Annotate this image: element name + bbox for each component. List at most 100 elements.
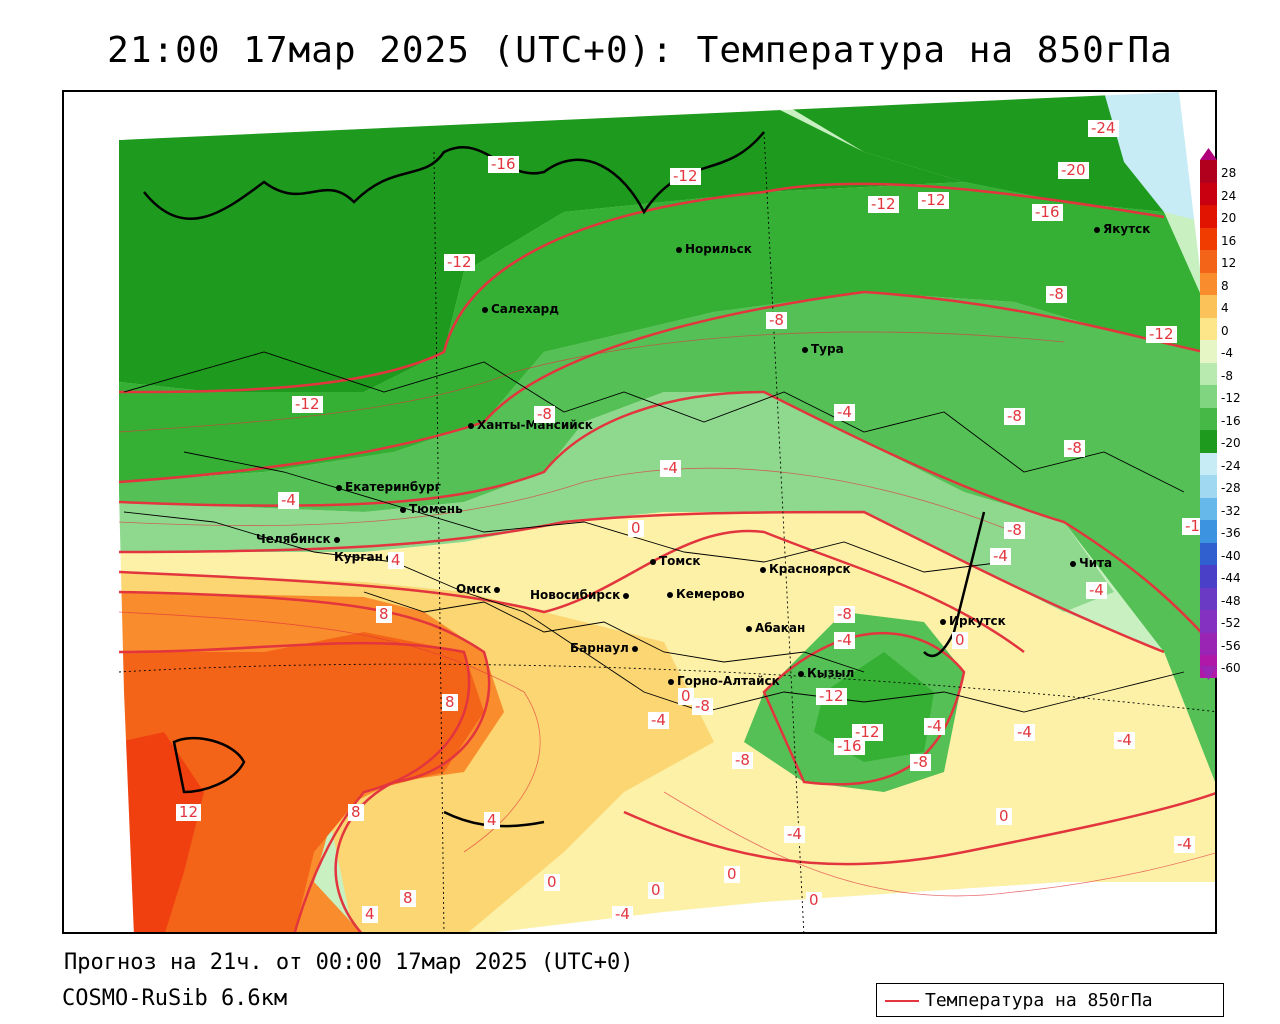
contour-label: 12	[176, 804, 202, 821]
contour-label: 4	[388, 552, 404, 569]
contour-label: -8	[1064, 440, 1085, 457]
scale-label: 24	[1221, 188, 1237, 203]
contour-label: -12	[816, 688, 847, 705]
scale-segment	[1200, 227, 1217, 250]
contour-label: -8	[834, 606, 855, 623]
scale-label: -32	[1221, 503, 1241, 518]
contour-label: 0	[544, 874, 560, 891]
city-salekhard: Салехард	[482, 302, 559, 316]
contour-label: -4	[1086, 582, 1107, 599]
scale-segment	[1200, 587, 1217, 610]
scale-segment	[1200, 385, 1217, 408]
scale-label: -16	[1221, 413, 1241, 428]
scale-top-arrow-icon	[1200, 148, 1217, 160]
city-tura: Тура	[802, 342, 844, 356]
color-scale: 28 24 20 16 12 8 4 0 -4 -8 -12 -16 -20 -24 -28 -32 -36 -4…	[1200, 148, 1241, 680]
contour-label: -16	[488, 156, 519, 173]
city-chita: Чита	[1070, 556, 1112, 570]
scale-segment	[1200, 452, 1217, 475]
meridian-2	[763, 131, 805, 932]
band-minus-8	[119, 292, 1215, 782]
city-abakan: Абакан	[746, 621, 805, 635]
contour-label: 0	[648, 882, 664, 899]
lake-balkhash	[443, 810, 545, 828]
outside-left	[64, 92, 134, 932]
contour-label: 8	[442, 694, 458, 711]
parallel-1	[118, 663, 1215, 713]
contour-label: 0	[678, 688, 694, 705]
contour-label: 8	[400, 890, 416, 907]
contour-label: -8	[1004, 408, 1025, 425]
scale-label: -4	[1221, 346, 1233, 360]
scale-segment	[1200, 340, 1217, 363]
contour-label: -8	[1046, 286, 1067, 303]
scale-segment	[1200, 565, 1217, 588]
scale-label: 12	[1221, 256, 1237, 270]
scale-label: 8	[1221, 278, 1229, 293]
lake-left	[172, 736, 246, 794]
legend-label: Температура на 850гПа	[925, 990, 1153, 1011]
contour-plus-4	[118, 590, 491, 932]
contour-minus-12	[118, 290, 1205, 484]
scale-segment	[1200, 610, 1217, 633]
contour-label: -4	[278, 492, 299, 509]
scale-label: 20	[1221, 211, 1237, 225]
contour-south	[623, 792, 1215, 866]
city-chelyabinsk: Челябинск	[256, 532, 343, 546]
contour-label: -8	[534, 406, 555, 423]
city-khanty-mansiysk: Ханты-Мансийск	[468, 418, 593, 432]
model-name: COSMO-RuSib 6.6км	[62, 986, 288, 1011]
scale-label: -20	[1221, 436, 1241, 450]
contour-label: -4	[834, 632, 855, 649]
scale-label: -36	[1221, 526, 1241, 540]
scale-label: -40	[1221, 548, 1241, 563]
contour-label: -16	[834, 738, 865, 755]
city-kyzyl: Кызыл	[798, 666, 854, 680]
outside-bottom	[497, 882, 1215, 932]
outside-top	[64, 92, 1179, 140]
contour-label: -12	[852, 724, 883, 741]
temperature-map[interactable]: Салехард Норильск Якутск Тура Ханты-Манс…	[62, 90, 1217, 934]
contour-minus-16	[118, 182, 1165, 394]
city-novosibirsk: Новосибирск	[530, 588, 632, 602]
contour-label: -24	[1088, 120, 1119, 137]
contour-label: -4	[834, 404, 855, 421]
contour-label: 8	[348, 804, 364, 821]
scale-label: -56	[1221, 638, 1241, 653]
contour-label: -8	[910, 754, 931, 771]
scale-bottom-arrow-icon	[1200, 666, 1217, 680]
scale-label: -12	[1221, 391, 1241, 405]
contour-label: -12	[292, 396, 323, 413]
contour-label: 0	[952, 632, 968, 649]
contour-label: -16	[1032, 204, 1063, 221]
contour-label: -4	[612, 906, 633, 923]
legend: Температура на 850гПа	[876, 983, 1224, 1017]
contour-label: -4	[1014, 724, 1035, 741]
scale-segment	[1200, 542, 1217, 565]
scale-label: -44	[1221, 571, 1241, 585]
city-norilsk: Норильск	[676, 242, 752, 256]
scale-label: -60	[1221, 661, 1241, 675]
meridian-1	[433, 151, 445, 932]
scale-label: 0	[1221, 323, 1229, 338]
scale-segment	[1200, 182, 1217, 205]
scale-label: -28	[1221, 481, 1241, 495]
city-tyumen: Тюмень	[400, 502, 463, 516]
contour-label: -4	[660, 460, 681, 477]
city-omsk: Омск	[456, 582, 503, 596]
city-kemerovo: Кемерово	[667, 587, 745, 601]
map-title: 21:00 17мар 2025 (UTC+0): Температура на…	[107, 30, 1173, 71]
scale-segment	[1200, 475, 1217, 498]
scale-segment	[1200, 430, 1217, 453]
contour-label: 0	[628, 520, 644, 537]
city-tomsk: Томск	[650, 554, 701, 568]
band-minus-4-inner	[119, 392, 1114, 612]
scale-label: -48	[1221, 593, 1241, 608]
scale-label: 16	[1221, 233, 1237, 248]
contour-label: -12	[868, 196, 899, 213]
contour-zero	[118, 529, 1025, 654]
contour-label: -4	[648, 712, 669, 729]
contour-label: -12	[918, 192, 949, 209]
contour-minus-4	[118, 510, 1165, 654]
map-canvas	[64, 92, 1215, 932]
